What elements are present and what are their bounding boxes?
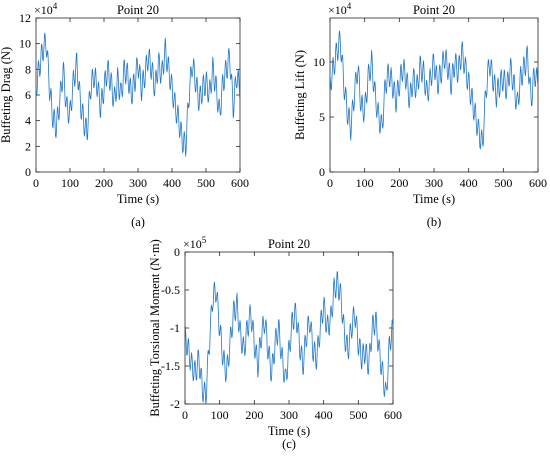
exponent-power: 4 (347, 1, 352, 11)
series-line (35, 32, 241, 157)
exponent-base: ×10 (183, 237, 202, 251)
y-tick-label: 10 (19, 37, 31, 51)
x-tick-label: 100 (211, 408, 229, 422)
x-axis-label: Time (s) (117, 192, 159, 206)
x-tick-label: 400 (315, 408, 333, 422)
x-tick-label: 100 (356, 176, 374, 190)
y-tick-label: 0 (174, 245, 180, 259)
x-axis-label: Time (s) (268, 424, 310, 438)
panel-c: 0 100 200 300 400 500 600 -2 -1.5 -1 -0.5 0 Point 20… (148, 235, 402, 451)
x-tick-label: 300 (129, 176, 147, 190)
x-tick-label: 400 (163, 176, 181, 190)
x-tick-label: 200 (95, 176, 113, 190)
y-tick-label: -1.5 (161, 359, 180, 373)
y-tick-label: 10 (313, 55, 325, 69)
x-tick-label: 500 (349, 408, 367, 422)
chart-title: Point 20 (117, 3, 159, 17)
x-tick-label: 600 (231, 176, 249, 190)
y-tick-label: 12 (19, 11, 31, 25)
y-axis-label: Buffeting Lift (N) (293, 50, 307, 140)
series-line (184, 271, 394, 405)
y-tick-label: -1 (170, 321, 180, 335)
x-tick-label: 600 (529, 176, 547, 190)
x-axis-label: Time (s) (413, 192, 455, 206)
panel-caption: (a) (131, 215, 145, 229)
exponent-base: ×10 (34, 3, 53, 17)
axis-exponent: ×104 (328, 1, 352, 17)
x-tick-label: 300 (425, 176, 443, 190)
exponent-base: ×10 (328, 3, 347, 17)
x-tick-label: 200 (245, 408, 263, 422)
x-tick-label: 500 (197, 176, 215, 190)
exponent-power: 4 (53, 1, 58, 11)
series-line (329, 30, 539, 150)
y-tick-label: 4 (25, 114, 31, 128)
y-axis-label: Buffeting Drag (N) (0, 47, 13, 143)
y-tick-label: 5 (319, 110, 325, 124)
chart-title: Point 20 (413, 3, 455, 17)
y-tick-label: 2 (25, 139, 31, 153)
axis-exponent: ×104 (34, 1, 58, 17)
y-tick-label: 0 (319, 165, 325, 179)
panel-caption: (c) (282, 437, 296, 451)
x-tick-label: 600 (384, 408, 402, 422)
plot-frame (35, 17, 241, 173)
x-tick-label: 0 (182, 408, 188, 422)
y-tick-label: 6 (25, 88, 31, 102)
chart-title: Point 20 (268, 237, 310, 251)
x-tick-label: 0 (327, 176, 333, 190)
y-tick-label: 0 (25, 165, 31, 179)
axis-exponent: ×105 (183, 235, 207, 251)
exponent-power: 5 (202, 235, 207, 245)
x-tick-label: 200 (390, 176, 408, 190)
x-tick-label: 500 (494, 176, 512, 190)
panel-b: 0 100 200 300 400 500 600 0 5 10 Point 20 ×104 Time … (293, 1, 547, 229)
y-axis-label: Buffeting Torsional Moment (N·m) (148, 239, 162, 416)
panel-caption: (b) (427, 215, 442, 229)
plot-frame (184, 251, 394, 405)
x-tick-label: 100 (61, 176, 79, 190)
x-tick-label: 400 (460, 176, 478, 190)
x-tick-label: 300 (280, 408, 298, 422)
y-tick-label: -2 (170, 397, 180, 411)
x-tick-label: 0 (33, 176, 39, 190)
y-tick-label: -0.5 (161, 283, 180, 297)
y-tick-label: 8 (25, 62, 31, 76)
